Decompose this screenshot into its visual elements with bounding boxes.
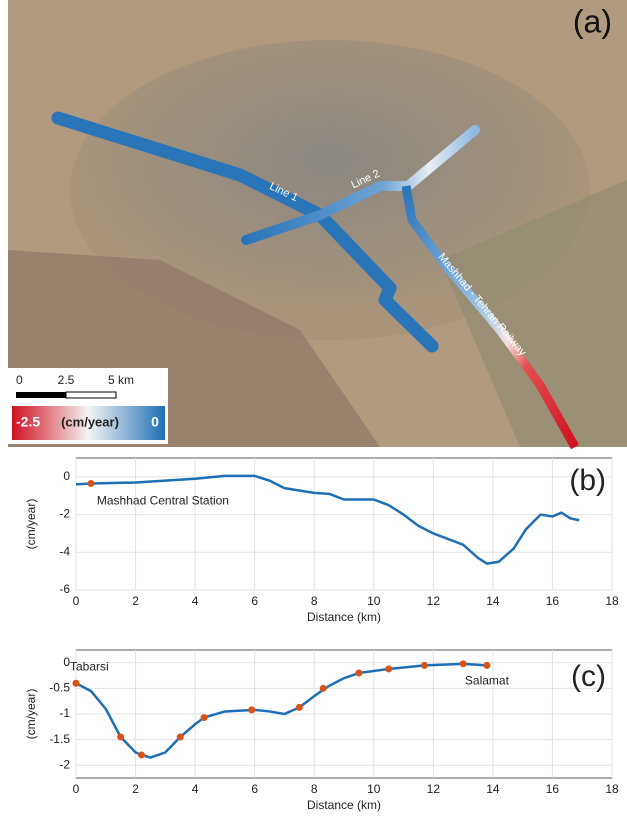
x-tick-label: 18 xyxy=(605,782,619,796)
x-tick-label: 14 xyxy=(486,782,500,796)
y-tick-label: -1.5 xyxy=(49,732,70,746)
x-tick-label: 10 xyxy=(367,594,381,608)
marker xyxy=(201,714,208,721)
panel-label: (b) xyxy=(569,464,606,497)
y-tick-label: -6 xyxy=(59,582,70,596)
x-tick-label: 6 xyxy=(251,594,258,608)
scale-bar xyxy=(16,392,66,398)
y-tick-label: 0 xyxy=(63,469,70,483)
y-axis-label: (cm/year) xyxy=(24,689,38,740)
annotation: Salamat xyxy=(465,674,510,688)
x-tick-label: 4 xyxy=(192,594,199,608)
x-tick-label: 0 xyxy=(73,782,80,796)
colorbar-label: (cm/year) xyxy=(61,414,119,429)
colorbar-max: 0 xyxy=(151,414,159,430)
x-tick-label: 10 xyxy=(367,782,381,796)
y-tick-label: -2 xyxy=(59,757,70,771)
marker xyxy=(73,680,80,687)
y-axis-label: (cm/year) xyxy=(24,499,38,550)
scale-label: 0 xyxy=(16,373,23,387)
marker xyxy=(320,685,327,692)
x-tick-label: 12 xyxy=(427,594,441,608)
x-tick-label: 2 xyxy=(132,594,139,608)
marker xyxy=(385,665,392,672)
x-tick-label: 6 xyxy=(251,782,258,796)
x-tick-label: 16 xyxy=(546,782,560,796)
panel-label: (c) xyxy=(571,660,606,693)
map-panel: Line 1 Line 2 Mashhad - Tehran Railway (… xyxy=(8,0,627,447)
scale-label: 5 km xyxy=(108,373,134,387)
x-axis-label: Distance (km) xyxy=(307,610,381,624)
x-tick-label: 2 xyxy=(132,782,139,796)
annotation: Mashhad Central Station xyxy=(97,494,229,508)
annotation: Tabarsi xyxy=(70,659,109,673)
x-tick-label: 8 xyxy=(311,782,318,796)
marker xyxy=(138,751,145,758)
y-tick-label: -2 xyxy=(59,507,70,521)
colorbar-min: -2.5 xyxy=(16,414,40,430)
marker xyxy=(177,734,184,741)
y-tick-label: -1 xyxy=(59,706,70,720)
marker xyxy=(117,734,124,741)
marker xyxy=(248,706,255,713)
y-tick-label: -0.5 xyxy=(49,681,70,695)
marker xyxy=(421,662,428,669)
marker xyxy=(483,662,490,669)
panel-label: (a) xyxy=(573,3,612,39)
x-tick-label: 4 xyxy=(192,782,199,796)
scale-bar xyxy=(66,392,116,398)
marker xyxy=(296,704,303,711)
scale-label: 2.5 xyxy=(58,373,75,387)
x-axis-label: Distance (km) xyxy=(307,798,381,812)
x-tick-label: 0 xyxy=(73,594,80,608)
x-tick-label: 8 xyxy=(311,594,318,608)
x-tick-label: 18 xyxy=(605,594,619,608)
marker xyxy=(355,670,362,677)
x-tick-label: 12 xyxy=(427,782,441,796)
marker xyxy=(460,660,467,667)
y-tick-label: -4 xyxy=(59,544,70,558)
x-tick-label: 14 xyxy=(486,594,500,608)
figure: Line 1 Line 2 Mashhad - Tehran Railway (… xyxy=(0,0,627,816)
x-tick-label: 16 xyxy=(546,594,560,608)
marker xyxy=(87,480,94,487)
